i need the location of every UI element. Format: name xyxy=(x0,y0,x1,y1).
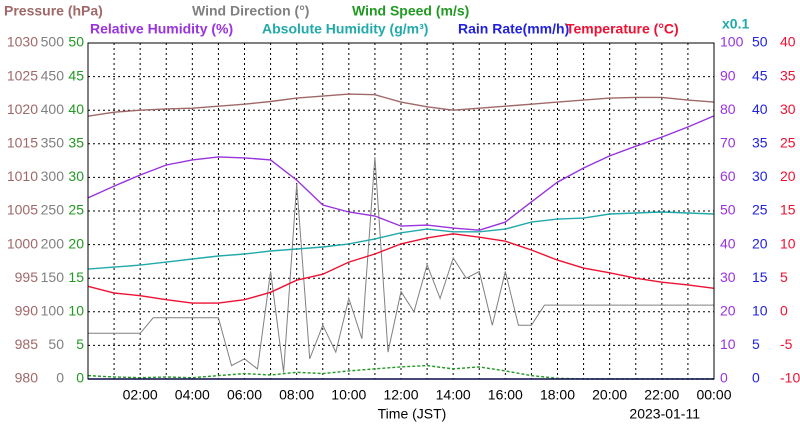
y-tick-label: 45 xyxy=(68,67,84,83)
x-tick-label: 14:00 xyxy=(436,387,471,403)
y-tick-label: 15 xyxy=(752,269,768,285)
y-tick-label: 200 xyxy=(41,235,65,251)
y-tick-label: 80 xyxy=(720,101,736,117)
y-tick-label: 500 xyxy=(41,34,65,50)
y-tick-label: 40 xyxy=(720,235,736,251)
y-tick-label: 50 xyxy=(752,34,768,50)
x-tick-label: 18:00 xyxy=(540,387,575,403)
y-tick-label: 90 xyxy=(720,67,736,83)
y-tick-label: 20 xyxy=(68,235,84,251)
y-tick-label: 25 xyxy=(752,202,768,218)
y-tick-label: 35 xyxy=(752,135,768,151)
x-tick-label: 16:00 xyxy=(488,387,523,403)
x-tick-label: 06:00 xyxy=(227,387,262,403)
y-tick-label: 30 xyxy=(68,168,84,184)
plot-frame xyxy=(87,42,715,380)
y-tick-label: 35 xyxy=(780,67,796,83)
y-tick-label: 350 xyxy=(41,135,65,151)
x-tick-label: 12:00 xyxy=(383,387,418,403)
legend-entry: Wind Speed (m/s) xyxy=(352,3,469,19)
y-tick-label: 100 xyxy=(41,303,65,319)
y-tick-label: 60 xyxy=(720,168,736,184)
y-tick-label: 100 xyxy=(720,34,744,50)
y-tick-label: 980 xyxy=(15,370,39,386)
y-tick-label: 250 xyxy=(41,202,65,218)
y-tick-label: 20 xyxy=(780,168,796,184)
y-tick-label: 10 xyxy=(68,303,84,319)
x-tick-label: 02:00 xyxy=(123,387,158,403)
y-tick-label: 10 xyxy=(752,303,768,319)
y-tick-label: 1015 xyxy=(7,135,38,151)
y-tick-label: 0 xyxy=(56,370,64,386)
y-tick-label: 10 xyxy=(780,235,796,251)
y-tick-label: 1005 xyxy=(7,202,38,218)
y-tick-label: 450 xyxy=(41,67,65,83)
y-tick-label: 20 xyxy=(752,235,768,251)
series-line xyxy=(87,115,715,231)
y-tick-label: 50 xyxy=(720,202,736,218)
y-tick-label: 25 xyxy=(68,202,84,218)
y-tick-label: 150 xyxy=(41,269,65,285)
y-tick-label: 15 xyxy=(780,202,796,218)
series-line xyxy=(87,233,715,304)
y-tick-label: 50 xyxy=(48,336,64,352)
legend-entry: Pressure (hPa) xyxy=(4,3,103,19)
y-tick-label: 0 xyxy=(752,370,760,386)
y-tick-label: 15 xyxy=(68,269,84,285)
legend-entry: Temperature (°C) xyxy=(566,21,679,37)
y-tick-label: 70 xyxy=(720,135,736,151)
y-tick-label: 10 xyxy=(720,336,736,352)
y-tick-label: 1025 xyxy=(7,67,38,83)
y-tick-label: 0 xyxy=(720,370,728,386)
y-tick-label: 20 xyxy=(720,303,736,319)
series-line xyxy=(87,364,714,380)
x-tick-label: 10:00 xyxy=(331,387,366,403)
y-tick-label: 400 xyxy=(41,101,65,117)
y-tick-label: 5 xyxy=(76,336,84,352)
y-tick-label: 300 xyxy=(41,168,65,184)
date-label: 2023-01-11 xyxy=(629,406,700,422)
legend-entry: Relative Humidity (%) xyxy=(90,21,233,37)
y-tick-label: 0 xyxy=(76,370,84,386)
series-line xyxy=(87,93,715,117)
y-tick-label: 1000 xyxy=(7,235,38,251)
y-tick-label: 30 xyxy=(780,101,796,117)
x-tick-label: 22:00 xyxy=(644,387,679,403)
y-tick-label: 30 xyxy=(720,269,736,285)
x-tick-label: 00:00 xyxy=(696,387,731,403)
y-tick-label: 0 xyxy=(780,303,788,319)
y-tick-label: 40 xyxy=(752,101,768,117)
x-tick-label: 20:00 xyxy=(592,387,627,403)
y-tick-label: 985 xyxy=(15,336,39,352)
y-tick-label: 50 xyxy=(68,34,84,50)
y-tick-label: 1010 xyxy=(7,168,38,184)
y-tick-label: 5 xyxy=(752,336,760,352)
y-tick-label: 40 xyxy=(68,101,84,117)
y-tick-label: 5 xyxy=(780,269,788,285)
y-tick-label: 995 xyxy=(15,269,39,285)
y-tick-label: -10 xyxy=(780,370,800,386)
y-tick-label: 30 xyxy=(752,168,768,184)
y-tick-label: 45 xyxy=(752,67,768,83)
y-tick-label: 25 xyxy=(780,135,796,151)
x-tick-label: 04:00 xyxy=(175,387,210,403)
y-tick-label: 35 xyxy=(68,135,84,151)
legend-entry: Absolute Humidity (g/m³) xyxy=(262,21,428,37)
x-axis-label: Time (JST) xyxy=(378,406,447,422)
legend-entry: Wind Direction (°) xyxy=(192,3,309,19)
y-tick-label: 1020 xyxy=(7,101,38,117)
series-line xyxy=(87,211,715,270)
y-tick-label: -5 xyxy=(780,336,793,352)
y-tick-label: 1030 xyxy=(7,34,38,50)
legend-entry: Rain Rate(mm/h) xyxy=(458,21,569,37)
y-tick-label: 990 xyxy=(15,303,39,319)
y-tick-label: 40 xyxy=(780,34,796,50)
annotation: x0.1 xyxy=(722,16,749,32)
series-line xyxy=(88,157,714,373)
x-tick-label: 08:00 xyxy=(279,387,314,403)
